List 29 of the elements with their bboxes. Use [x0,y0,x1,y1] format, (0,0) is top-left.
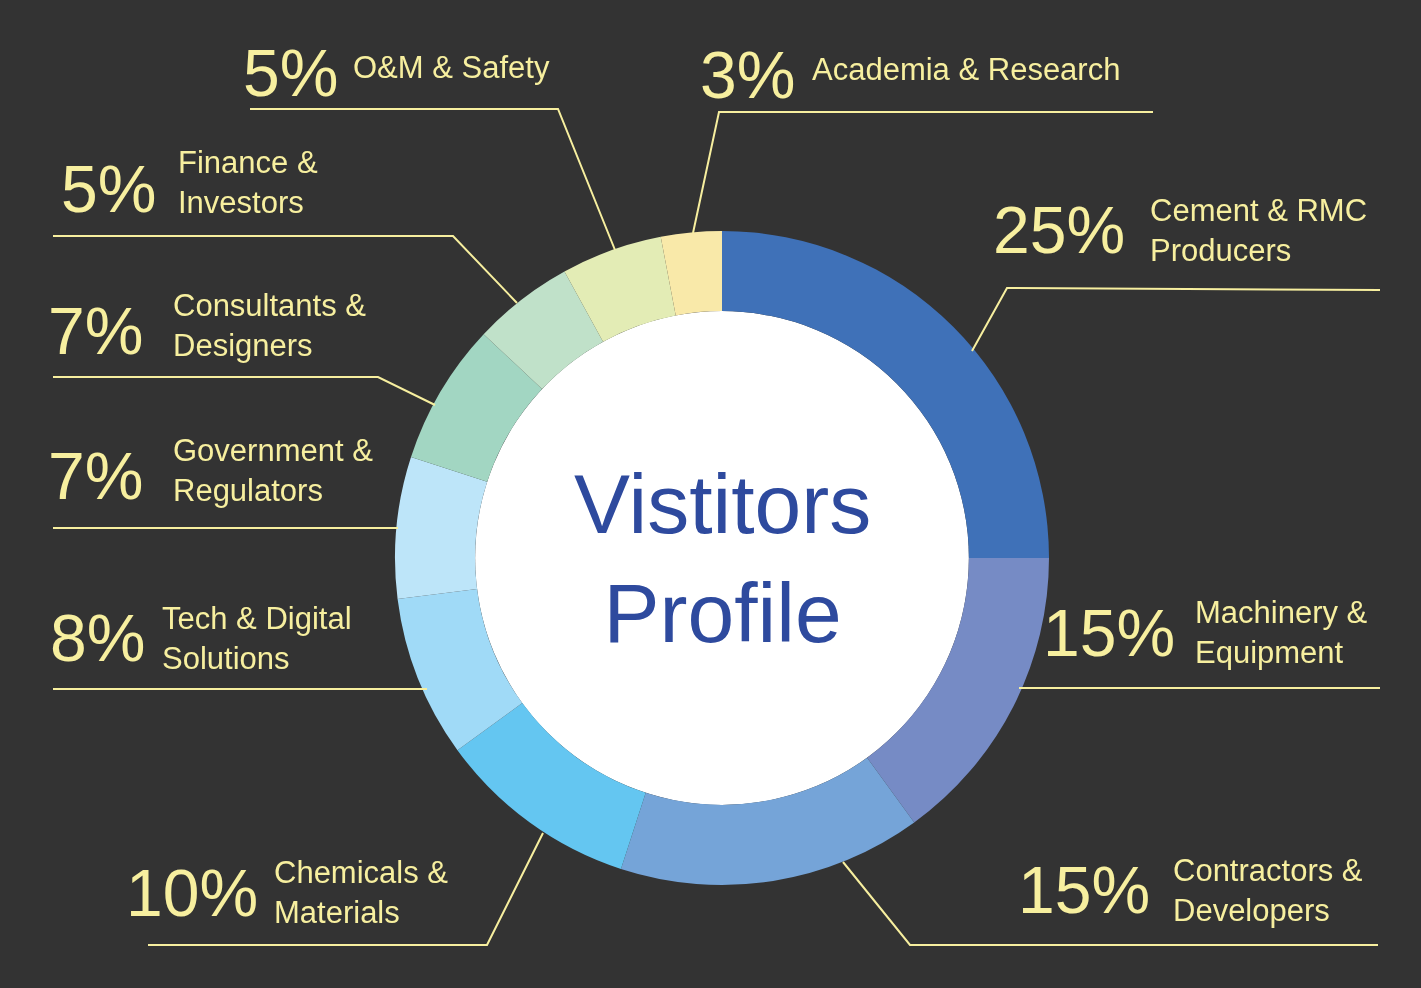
slice-label: Tech & Digital Solutions [162,601,352,677]
donut-slice [564,236,676,342]
slice-label: Academia & Research [812,52,1121,87]
donut-slice [867,558,1049,823]
data-label: 10% [126,856,259,930]
data-label: 8% [50,601,146,675]
slice-label: Cement & RMC Producers [1150,193,1368,269]
donut-slice [411,334,543,482]
donut-slice [395,456,488,599]
donut-slice [483,271,604,389]
data-label: 5% [243,36,339,110]
data-label: 5% [61,152,157,226]
data-label: 7% [48,294,144,368]
data-label: 15% [1018,853,1151,927]
donut-slice [620,757,915,885]
slice-label: Consultants & Designers [173,288,367,364]
donut-slice [397,588,523,751]
donut-slice [457,703,646,869]
text: Vistitors Profile [574,457,872,661]
slice-label: Machinery & Equipment [1195,595,1368,671]
slice-label: Contractors & Developers [1173,853,1363,929]
data-label: 7% [48,439,144,513]
slice-label: Government & Regulators [173,433,374,509]
data-label: 15% [1043,596,1176,670]
slice-label: Finance & Investors [178,145,318,221]
data-label: 3% [700,38,796,112]
data-label: 25% [993,193,1126,267]
slice-label: Chemicals & Materials [274,855,449,931]
slice-label: O&M & Safety [353,50,550,85]
